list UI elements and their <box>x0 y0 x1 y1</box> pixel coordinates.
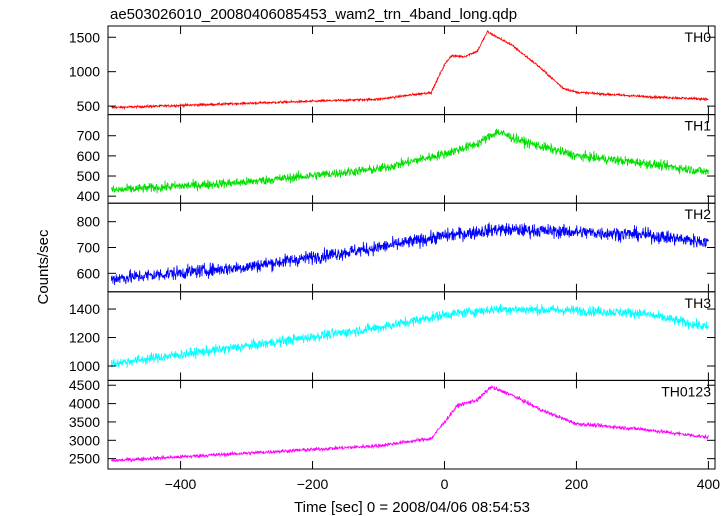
y-tick-label: 3000 <box>69 432 100 448</box>
panel-label-th3: TH3 <box>685 295 712 311</box>
y-tick-label: 1500 <box>69 29 100 45</box>
panels-group: TH0 500 1000 1500 TH1 400 500 600 700 TH2 600 700 80… <box>69 25 720 492</box>
panel-frame-th3 <box>107 291 716 381</box>
y-tick-label: 800 <box>77 214 101 230</box>
y-tick-label: 1000 <box>69 64 100 80</box>
y-tick-label: 1400 <box>69 301 100 317</box>
panel-th0: TH0 500 1000 1500 <box>69 25 716 116</box>
panel-frame-th0123 <box>107 379 716 470</box>
series-line-th2 <box>110 222 709 286</box>
y-axis-title: Counts/sec <box>35 229 52 305</box>
y-tick-label: 700 <box>77 240 101 256</box>
panel-label-th0123: TH0123 <box>661 383 711 399</box>
series-line-th0123 <box>111 384 709 463</box>
x-axis-title: Time [sec] 0 = 2008/04/06 08:54:53 <box>294 499 530 516</box>
x-tick-label: −200 <box>297 476 329 492</box>
y-tick-label: 700 <box>77 128 101 144</box>
y-tick-label: 600 <box>77 148 101 164</box>
panel-th2: TH2 600 700 800 <box>77 202 716 293</box>
y-tick-label: 3500 <box>69 414 100 430</box>
series-line-th0 <box>111 30 709 111</box>
panel-th3: TH3 1000 1200 1400 <box>69 291 716 381</box>
panel-th1: TH1 400 500 600 700 <box>77 114 716 204</box>
x-tick-label: 0 <box>441 476 449 492</box>
x-tick-label: 200 <box>565 476 589 492</box>
panel-label-th1: TH1 <box>685 118 712 134</box>
x-tick-label: −400 <box>165 476 197 492</box>
panel-frame-th0 <box>107 25 716 116</box>
y-tick-label: 400 <box>77 188 101 204</box>
chart-title: ae503026010_20080406085453_wam2_trn_4ban… <box>110 6 517 23</box>
panel-label-th0: TH0 <box>685 29 712 45</box>
y-tick-label: 2500 <box>69 451 100 467</box>
y-tick-label: 1200 <box>69 330 100 346</box>
y-tick-label: 4000 <box>69 396 100 412</box>
y-tick-label: 500 <box>77 98 101 114</box>
y-tick-label: 4500 <box>69 377 100 393</box>
y-tick-label: 500 <box>77 168 101 184</box>
y-tick-label: 600 <box>77 265 101 281</box>
series-line-th3 <box>110 303 709 368</box>
panel-label-th2: TH2 <box>685 206 712 222</box>
panel-frame-th2 <box>107 202 716 293</box>
y-tick-label: 1000 <box>69 358 100 374</box>
series-line-th1 <box>110 128 709 194</box>
x-tick-label: 400 <box>697 476 721 492</box>
panel-th0123: TH0123 2500 3000 3500 4000 4500 −400 −200 0 200 40… <box>69 377 720 492</box>
